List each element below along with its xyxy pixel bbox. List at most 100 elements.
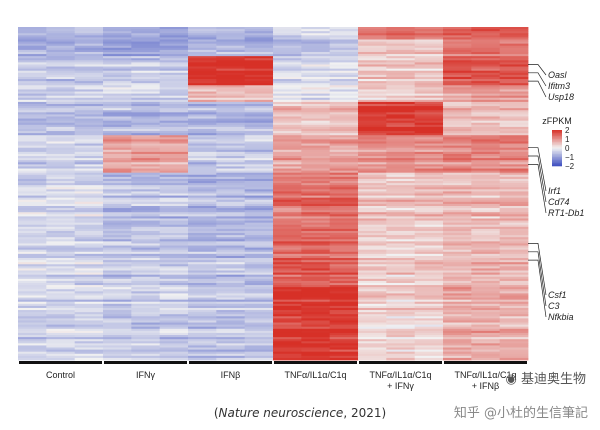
heatmap-cell	[74, 112, 104, 115]
heatmap-cell	[414, 29, 444, 32]
heatmap-cell	[46, 54, 76, 57]
heatmap-cell	[46, 274, 76, 278]
heatmap-cell	[46, 89, 76, 92]
heatmap-cell	[386, 101, 416, 105]
heatmap-cell	[216, 62, 246, 65]
heatmap-cell	[103, 47, 132, 51]
heatmap-cell	[74, 151, 104, 155]
heatmap-cell	[414, 126, 444, 130]
heatmap-cell	[244, 199, 274, 203]
heatmap-cell	[103, 70, 132, 74]
heatmap-cell	[46, 351, 76, 355]
heatmap-cell	[18, 122, 47, 126]
heatmap-cell	[358, 324, 387, 328]
heatmap-cell	[499, 287, 529, 290]
heatmap-cell	[188, 201, 217, 205]
heatmap-cell	[499, 357, 529, 361]
heatmap-cell	[188, 264, 217, 267]
heatmap-cell	[329, 168, 359, 171]
heatmap-cell	[273, 56, 302, 59]
heatmap-cell	[301, 135, 331, 138]
heatmap-cell	[216, 258, 246, 261]
heatmap-cell	[471, 355, 501, 359]
heatmap-cell	[301, 183, 331, 186]
heatmap-cell	[103, 133, 132, 136]
heatmap-cell	[131, 316, 161, 319]
heatmap-cell	[74, 255, 104, 259]
heatmap-cell	[159, 195, 189, 199]
heatmap-cell	[414, 233, 444, 236]
heatmap-cell	[103, 243, 132, 246]
heatmap-cell	[301, 301, 331, 305]
heatmap-cell	[74, 210, 104, 213]
heatmap-cell	[471, 66, 501, 70]
heatmap-cell	[159, 212, 189, 215]
heatmap-cell	[358, 341, 387, 344]
heatmap-cell	[329, 124, 359, 128]
heatmap-cell	[131, 181, 161, 184]
heatmap-cell	[46, 45, 76, 49]
heatmap-cell	[443, 76, 472, 80]
heatmap-cell	[443, 97, 472, 101]
heatmap-cell	[301, 249, 331, 253]
heatmap-cell	[188, 349, 217, 353]
heatmap-cell	[244, 47, 274, 51]
heatmap-cell	[443, 31, 472, 34]
heatmap-cell	[471, 241, 501, 244]
heatmap-cell	[131, 176, 161, 180]
heatmap-cell	[159, 178, 189, 182]
heatmap-cell	[244, 341, 274, 344]
heatmap-cell	[216, 41, 246, 45]
heatmap-cell	[46, 272, 76, 276]
heatmap-cell	[499, 282, 529, 286]
heatmap-cell	[46, 60, 76, 63]
heatmap-cell	[216, 245, 246, 249]
heatmap-cell	[414, 316, 444, 319]
heatmap-cell	[159, 299, 189, 303]
heatmap-cell	[471, 91, 501, 94]
heatmap-cell	[273, 314, 302, 317]
heatmap-cell	[386, 226, 416, 230]
heatmap-cell	[386, 147, 416, 151]
heatmap-cell	[46, 210, 76, 213]
heatmap-cell	[244, 68, 274, 72]
heatmap-cell	[386, 151, 416, 155]
heatmap-cell	[499, 249, 529, 253]
heatmap-cell	[46, 164, 76, 167]
heatmap-cell	[301, 156, 331, 159]
heatmap-cell	[103, 122, 132, 126]
heatmap-cell	[443, 347, 472, 350]
heatmap-cell	[443, 181, 472, 184]
heatmap-cell	[216, 141, 246, 144]
heatmap-cell	[301, 35, 331, 38]
heatmap-cell	[46, 137, 76, 140]
heatmap-cell	[499, 326, 529, 330]
heatmap-cell	[103, 218, 132, 221]
heatmap-cell	[301, 58, 331, 61]
heatmap-cell	[471, 45, 501, 49]
heatmap-cell	[273, 70, 302, 74]
heatmap-cell	[386, 164, 416, 167]
heatmap-cell	[103, 295, 132, 298]
heatmap-cell	[301, 41, 331, 45]
heatmap-cell	[273, 335, 302, 338]
heatmap-cell	[244, 266, 274, 269]
heatmap-cell	[358, 74, 387, 78]
heatmap-cell	[159, 345, 189, 348]
heatmap-cell	[273, 172, 302, 176]
heatmap-cell	[103, 276, 132, 280]
heatmap-cell	[301, 151, 331, 155]
heatmap-cell	[244, 195, 274, 199]
heatmap-cell	[216, 160, 246, 163]
heatmap-cell	[46, 318, 76, 321]
heatmap-cell	[216, 29, 246, 32]
heatmap-cell	[471, 128, 501, 132]
heatmap-cell	[443, 251, 472, 255]
heatmap-cell	[74, 49, 104, 53]
heatmap-cell	[216, 54, 246, 57]
heatmap-cell	[131, 201, 161, 205]
heatmap-cell	[386, 260, 416, 263]
heatmap-cell	[301, 295, 331, 298]
heatmap-cell	[18, 79, 47, 82]
heatmap-cell	[329, 201, 359, 205]
